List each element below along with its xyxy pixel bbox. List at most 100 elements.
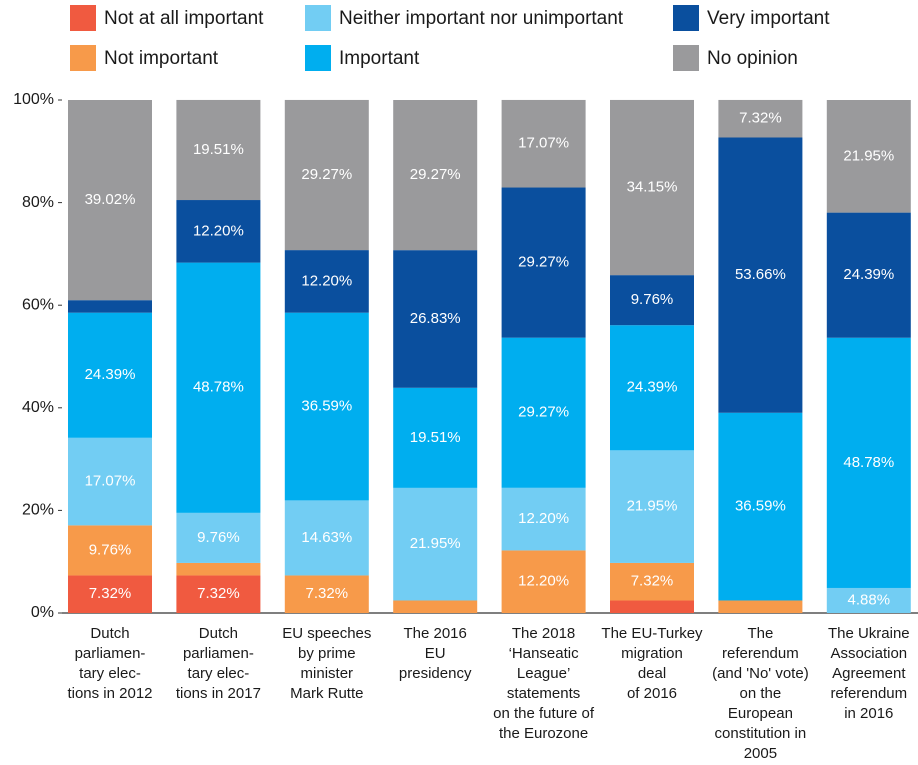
bar-segment [284, 312, 369, 501]
value-label: 12.20% [301, 272, 352, 289]
bar-segment [68, 312, 152, 438]
x-tick-label: EU speeches by prime minister Mark Rutte [282, 625, 372, 702]
x-tick-label: The referendum (and 'No' vote) on the Eu… [712, 625, 809, 762]
legend-label: Not at all important [104, 8, 264, 29]
value-label: 17.07% [518, 135, 569, 152]
value-label: 4.88% [848, 591, 891, 608]
bar-segment [826, 212, 911, 338]
legend-label: No opinion [707, 48, 798, 69]
value-label: 29.27% [518, 404, 569, 421]
value-label: 17.07% [85, 473, 136, 490]
bar-segment [718, 412, 803, 601]
bar-segment [610, 450, 694, 563]
legend-swatch [673, 45, 699, 71]
bar-segment [176, 99, 261, 201]
bar-segment [826, 337, 911, 588]
value-label: 7.32% [631, 573, 674, 590]
value-label: 36.59% [735, 498, 786, 515]
value-label: 7.32% [89, 585, 132, 602]
value-label: 14.63% [301, 529, 352, 546]
x-tick-label: The 2016 EU presidency [398, 625, 472, 682]
y-tick-label: 60% [22, 296, 54, 313]
legend-label: Not important [104, 48, 219, 69]
value-label: 19.51% [410, 429, 461, 446]
y-tick-label: 20% [22, 502, 54, 519]
value-label: 21.95% [843, 147, 894, 164]
bar-segment [501, 187, 586, 338]
bar-segment [393, 487, 478, 601]
bar-segment [610, 99, 694, 276]
bar-segment [284, 500, 369, 576]
bar-segment [284, 575, 369, 613]
value-label: 7.32% [739, 110, 782, 127]
bar-segment [610, 275, 694, 326]
value-label: 12.20% [518, 510, 569, 527]
value-label: 7.32% [197, 585, 240, 602]
value-label: 36.59% [301, 398, 352, 415]
y-tick-label: 0% [31, 604, 54, 621]
value-label: 21.95% [627, 498, 678, 515]
legend-swatch [305, 5, 331, 31]
bar-segment [393, 100, 478, 251]
bar-segment [68, 300, 152, 313]
bar-segment [68, 525, 152, 576]
value-label: 7.32% [306, 585, 349, 602]
bar-segment [68, 575, 152, 613]
y-tick-label: 100% [13, 91, 54, 108]
x-tick-label: The 2018 ‘Hanseatic League’ statements o… [493, 625, 595, 742]
bar-segment [393, 250, 478, 388]
bar-segment [393, 600, 478, 613]
legend-label: Important [339, 48, 420, 69]
bar-segment [501, 487, 586, 551]
bar-segment [718, 137, 803, 413]
bar-segment [176, 262, 261, 513]
bar-segment [610, 600, 694, 613]
value-label: 9.76% [197, 529, 240, 546]
legend-swatch [673, 5, 699, 31]
value-label: 24.39% [627, 379, 678, 396]
value-label: 48.78% [843, 454, 894, 471]
y-tick-label: 80% [22, 194, 54, 211]
bar-segment [610, 325, 694, 451]
y-tick-label: 40% [22, 399, 54, 416]
x-tick-label: Dutch parliamen- tary elec- tions in 201… [67, 625, 153, 702]
value-label: 34.15% [627, 179, 678, 196]
value-label: 29.27% [410, 166, 461, 183]
value-label: 26.83% [410, 310, 461, 327]
legend-swatch [70, 5, 96, 31]
legend-label: Very important [707, 8, 830, 29]
value-label: 53.66% [735, 266, 786, 283]
value-label: 29.27% [518, 254, 569, 271]
bar-segment [284, 99, 369, 251]
bar-segment [501, 99, 586, 188]
value-label: 29.27% [301, 166, 352, 183]
value-label: 12.20% [518, 573, 569, 590]
value-label: 48.78% [193, 379, 244, 396]
value-label: 24.39% [85, 366, 136, 383]
x-tick-label: The Ukraine Association Agreement refere… [827, 625, 910, 722]
value-label: 9.76% [89, 541, 132, 558]
bar-segment [68, 100, 152, 301]
bar-segment [718, 600, 803, 613]
value-label: 19.51% [193, 141, 244, 158]
bar-segment [68, 437, 152, 526]
legend-swatch [70, 45, 96, 71]
bar-segment [826, 587, 911, 613]
bar-segment [176, 562, 261, 576]
value-label: 39.02% [85, 191, 136, 208]
x-tick-label: The EU-Turkey migration deal of 2016 [601, 625, 703, 702]
bar-segment [501, 550, 586, 613]
legend-swatch [305, 45, 331, 71]
value-label: 21.95% [410, 535, 461, 552]
value-label: 12.20% [193, 222, 244, 239]
bar-segment [393, 387, 478, 488]
x-tick-label: Dutch parliamen- tary elec- tions in 201… [175, 625, 261, 702]
bar-segment [718, 99, 803, 138]
bar-segment [176, 200, 261, 263]
value-label: 9.76% [631, 291, 674, 308]
bar-segment [610, 562, 694, 601]
bar-segment [826, 100, 911, 213]
value-label: 24.39% [843, 266, 894, 283]
